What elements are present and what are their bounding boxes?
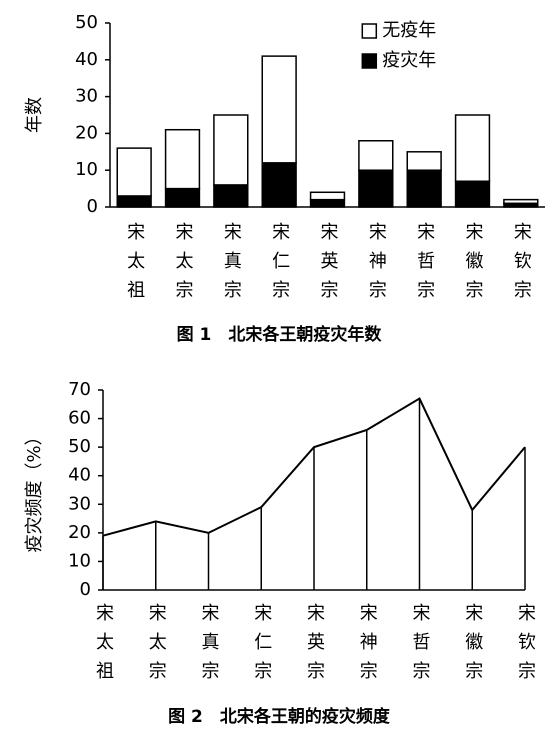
y-tick-label: 30 [75,86,98,107]
y-axis-label: 疫灾频度（%） [24,427,45,552]
y-tick-label: 20 [68,522,91,543]
y-tick-label: 50 [68,436,91,457]
legend-swatch [361,53,378,69]
legend-swatch [361,23,378,39]
y-tick-label: 50 [75,12,98,33]
y-tick-label: 0 [80,579,91,600]
y-tick-label: 30 [68,493,91,514]
bar-segment [213,114,249,186]
x-tick-label: 宋真宗 [221,222,242,309]
bar-segment [116,195,152,208]
chart-title: 图 1 北宋各王朝疫灾年数 [177,324,383,345]
bar-segment [454,114,491,182]
bar-segment [406,151,442,171]
x-tick-label: 宋真宗 [199,603,220,690]
y-tick-label: 10 [75,159,98,180]
legend-label: 疫灾年 [382,50,436,71]
x-tick-label: 宋英宗 [304,603,325,690]
y-tick-label: 70 [68,379,91,400]
x-tick-label: 宋哲宗 [410,603,431,690]
chart-title: 图 2 北宋各王朝的疫灾频度 [168,706,391,727]
bar-segment [164,187,201,208]
bar-segment [358,140,394,171]
bar-segment [164,128,201,190]
bar-segment [406,169,442,208]
x-tick-label: 宋太宗 [173,222,194,309]
bar-segment [261,55,297,164]
bar-segment [454,180,491,208]
bar-segment [309,198,346,208]
bar-segment [213,184,249,208]
x-tick-label: 宋神宗 [366,222,387,309]
x-tick-label: 宋徽宗 [462,603,483,690]
y-tick-label: 20 [75,122,98,143]
y-tick-label: 10 [68,550,91,571]
bar-segment [309,191,346,201]
x-tick-label: 宋钦宗 [515,603,536,690]
bar-segment [116,147,152,197]
y-tick-label: 40 [68,465,91,486]
x-tick-label: 宋太祖 [93,603,114,690]
x-tick-label: 宋仁宗 [251,603,272,690]
x-tick-label: 宋仁宗 [269,222,290,309]
x-tick-label: 宋钦宗 [511,222,532,309]
bar-segment [261,162,297,208]
x-tick-label: 宋英宗 [318,222,339,309]
legend-label: 无疫年 [382,20,436,41]
y-axis-label: 年数 [24,97,45,133]
x-tick-label: 宋哲宗 [414,222,435,309]
y-tick-label: 40 [75,49,98,70]
x-tick-label: 宋太祖 [124,222,145,309]
bar-segment [503,198,539,205]
y-tick-label: 60 [68,408,91,429]
x-tick-label: 宋太宗 [146,603,167,690]
y-tick-label: 0 [87,196,98,217]
x-tick-label: 宋徽宗 [463,222,484,309]
x-tick-label: 宋神宗 [357,603,378,690]
line [102,397,526,537]
bar-segment [358,169,394,208]
